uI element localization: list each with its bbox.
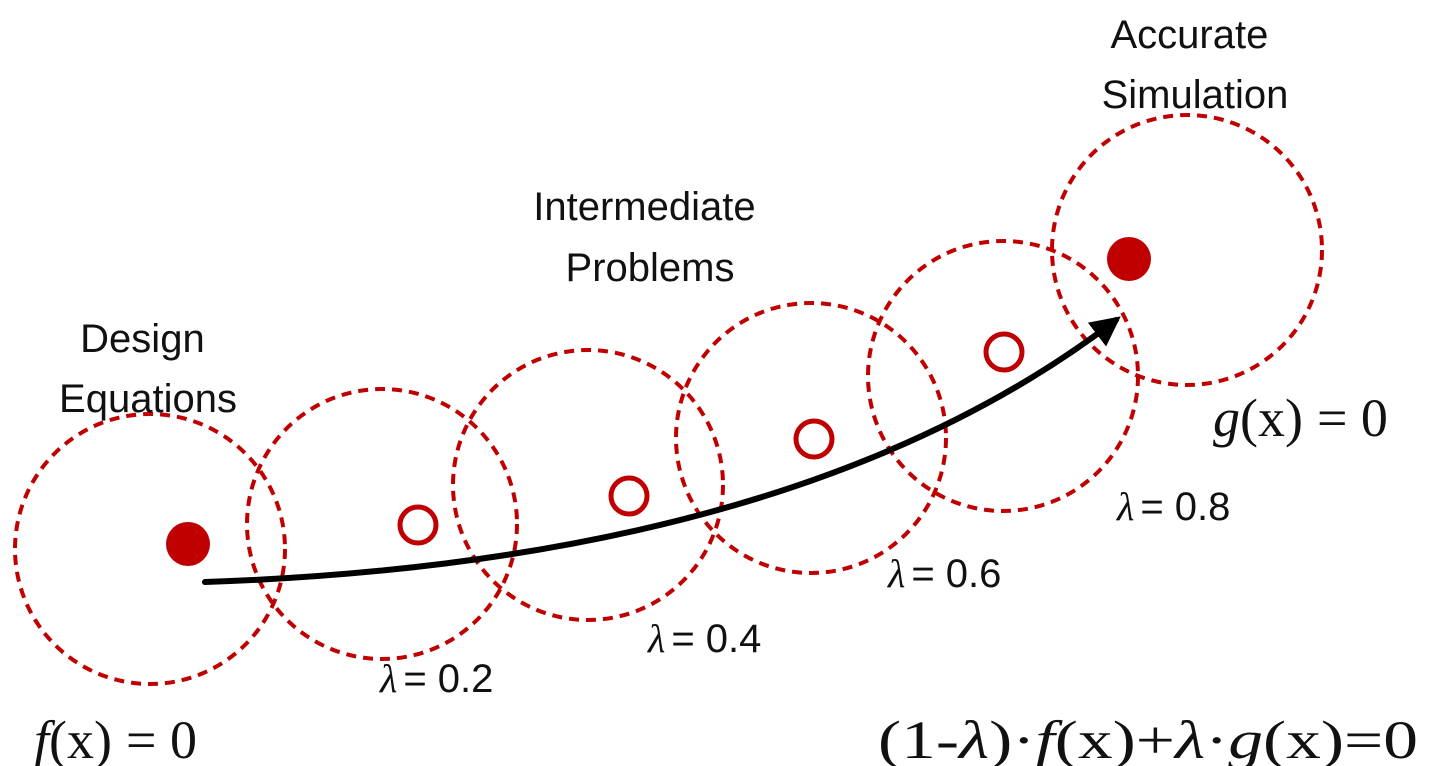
design-equations-label: Design Equations — [59, 317, 237, 421]
intermediate-point-0.4 — [608, 475, 650, 517]
intermediate-point-0.2 — [397, 504, 439, 546]
continuation-path-arrow — [202, 316, 1121, 585]
intermediate-point-0.6 — [793, 418, 835, 460]
neighborhood-circle-end — [1050, 113, 1324, 387]
lambda-label-0.6: λ = 0.6 — [887, 551, 1001, 596]
homotopy-equation: (1- λ)· f(x)+ λ ·g (x)=0 — [878, 710, 1418, 766]
neighborhood-circle-0.8 — [866, 239, 1140, 513]
intermediate-point-0.8 — [983, 331, 1025, 373]
neighborhood-circles — [13, 113, 1324, 686]
lambda-label-0.8: λ = 0.8 — [1116, 484, 1230, 529]
end-solution-point — [1107, 237, 1151, 281]
equation-end: g(x) = 0 — [1213, 388, 1388, 448]
equation-start: f(x) = 0 — [34, 710, 197, 766]
neighborhood-circle-start — [13, 412, 287, 686]
solution-points — [166, 237, 1151, 566]
neighborhood-circle-0.4 — [451, 348, 725, 622]
neighborhood-circle-0.2 — [245, 387, 519, 661]
lambda-label-0.2: λ = 0.2 — [379, 656, 493, 701]
neighborhood-circle-0.6 — [674, 301, 948, 575]
intermediate-problems-label: Intermediate Problems — [533, 185, 766, 290]
start-solution-point — [166, 522, 210, 566]
lambda-label-0.4: λ = 0.4 — [647, 616, 761, 661]
accurate-simulation-label: Accurate Simulation — [1102, 13, 1289, 117]
